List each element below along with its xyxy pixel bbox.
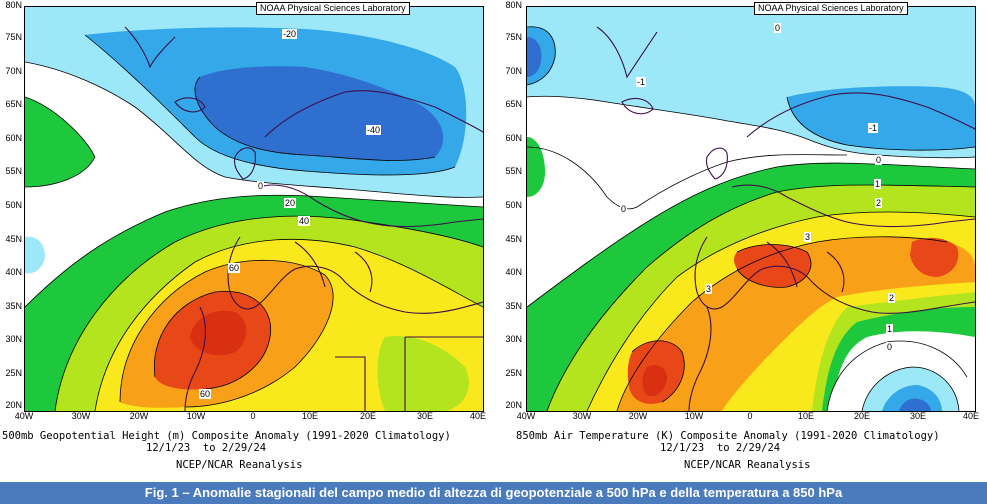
contour-label: 0	[886, 342, 894, 352]
lon-label: 10E	[797, 411, 814, 421]
contour-label: -20	[282, 29, 298, 39]
contour-label: 0	[257, 181, 265, 191]
credit-label: NOAA Physical Sciences Laboratory	[754, 2, 908, 15]
contour-label: 0	[875, 155, 883, 165]
contour-label: 60	[228, 263, 241, 273]
lon-label: 0	[747, 411, 753, 421]
air-temperature-map	[526, 6, 976, 412]
lat-label: 35N	[5, 301, 22, 311]
contour-label: -1	[636, 77, 647, 87]
lat-label: 55N	[5, 166, 22, 176]
caption-line: 12/1/23 to 2/29/24	[660, 442, 781, 454]
lat-label: 35N	[505, 301, 522, 311]
contour-label: -40	[366, 125, 382, 135]
lon-label: 10W	[684, 411, 704, 421]
lat-label: 70N	[5, 66, 22, 76]
lon-label: 40E	[469, 411, 486, 421]
lon-label: 40W	[516, 411, 536, 421]
geopotential-height-panel: NOAA Physical Sciences Laboratory 80N 75…	[0, 0, 494, 482]
caption-line: NCEP/NCAR Reanalysis	[684, 459, 811, 471]
lat-label: 30N	[5, 334, 22, 344]
contour-label: 1	[886, 324, 894, 334]
geopotential-contour-plot	[25, 7, 483, 411]
lat-label: 60N	[505, 133, 522, 143]
lat-label: 25N	[5, 368, 22, 378]
lon-label: 20W	[628, 411, 648, 421]
lat-label: 75N	[5, 32, 22, 42]
figure-caption-banner: Fig. 1 – Anomalie stagionali del campo m…	[0, 482, 987, 504]
caption-line: 850mb Air Temperature (K) Composite Anom…	[516, 430, 940, 442]
lat-label: 55N	[505, 166, 522, 176]
geopotential-height-map	[24, 6, 484, 412]
caption-line: 12/1/23 to 2/29/24	[146, 442, 267, 454]
lat-label: 60N	[5, 133, 22, 143]
caption-line: 500mb Geopotential Height (m) Composite …	[2, 430, 451, 442]
lat-label: 75N	[505, 32, 522, 42]
contour-label: 0	[620, 204, 628, 214]
lon-label: 20E	[853, 411, 870, 421]
contour-label: 60	[199, 389, 212, 399]
lat-label: 65N	[505, 99, 522, 109]
lon-label: 30E	[909, 411, 926, 421]
lat-label: 80N	[505, 0, 522, 10]
lat-label: 80N	[5, 0, 22, 10]
lat-label: 45N	[505, 234, 522, 244]
lon-label: 0	[250, 411, 256, 421]
contour-label: 1	[874, 179, 882, 189]
lat-label: 20N	[505, 400, 522, 410]
caption-line: NCEP/NCAR Reanalysis	[176, 459, 303, 471]
lon-label: 20W	[129, 411, 149, 421]
lat-label: 50N	[505, 200, 522, 210]
contour-label: 2	[888, 293, 896, 303]
lat-label: 20N	[5, 400, 22, 410]
contour-label: 3	[804, 232, 812, 242]
lon-label: 30W	[572, 411, 592, 421]
lat-label: 45N	[5, 234, 22, 244]
lat-label: 25N	[505, 368, 522, 378]
lat-label: 40N	[5, 267, 22, 277]
lon-label: 40E	[962, 411, 979, 421]
contour-label: 0	[774, 23, 782, 33]
contour-label: 2	[875, 198, 883, 208]
air-temperature-contour-plot	[527, 7, 975, 411]
contour-label: 3	[705, 284, 713, 294]
lon-label: 10E	[301, 411, 318, 421]
lon-label: 30E	[416, 411, 433, 421]
air-temperature-panel: NOAA Physical Sciences Laboratory 80N 75…	[494, 0, 987, 482]
contour-label: 20	[284, 198, 297, 208]
contour-label: 40	[298, 216, 311, 226]
lat-label: 50N	[5, 200, 22, 210]
lat-label: 40N	[505, 267, 522, 277]
lat-label: 70N	[505, 66, 522, 76]
lon-label: 30W	[71, 411, 91, 421]
lat-label: 30N	[505, 334, 522, 344]
contour-label: -1	[868, 123, 879, 133]
credit-label: NOAA Physical Sciences Laboratory	[256, 2, 410, 15]
figure-caption: Fig. 1 – Anomalie stagionali del campo m…	[144, 485, 843, 500]
lat-label: 65N	[5, 99, 22, 109]
lon-label: 10W	[186, 411, 206, 421]
lon-label: 20E	[359, 411, 376, 421]
lon-label: 40W	[14, 411, 34, 421]
